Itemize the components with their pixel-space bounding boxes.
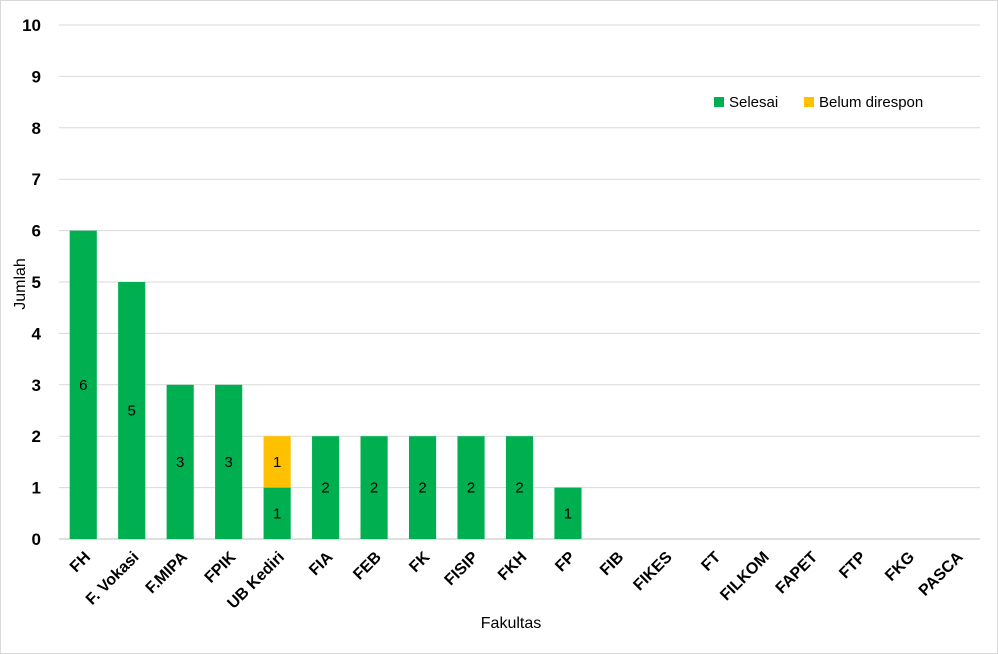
- y-tick-label: 7: [32, 170, 41, 189]
- data-label: 1: [273, 505, 281, 522]
- bars: [69, 230, 582, 539]
- x-axis-title: Fakultas: [481, 615, 541, 632]
- x-tick-label: FKG: [882, 549, 918, 585]
- bar-selesai: [505, 436, 534, 539]
- x-tick-label: PASCA: [916, 548, 967, 599]
- y-axis-ticks: 0 1 2 3 4 5 6 7 8 9 10: [22, 16, 41, 549]
- legend-swatch: [804, 97, 814, 107]
- x-tick-label: FK: [406, 548, 433, 575]
- legend-label: Belum direspon: [819, 94, 923, 111]
- data-label: 2: [467, 480, 475, 497]
- y-tick-label: 10: [22, 16, 41, 35]
- x-tick-label: FKH: [495, 549, 530, 584]
- x-tick-label: FH: [67, 549, 94, 576]
- x-tick-label: FTP: [836, 549, 870, 583]
- y-tick-label: 0: [32, 530, 41, 549]
- x-tick-label: FIB: [597, 549, 627, 579]
- bar-belum-direspon: [263, 436, 291, 488]
- x-tick-label: FIA: [306, 548, 337, 579]
- y-tick-label: 8: [32, 119, 41, 138]
- data-label: 2: [321, 480, 329, 497]
- data-label: 1: [564, 505, 572, 522]
- x-tick-label: FPIK: [202, 548, 240, 586]
- x-tick-label: FP: [552, 549, 579, 576]
- bar-selesai: [360, 436, 388, 539]
- y-tick-label: 4: [32, 324, 42, 343]
- x-tick-label: F. Vokasi: [83, 549, 143, 609]
- data-label: 1: [273, 454, 281, 471]
- grid-lines: [59, 24, 980, 540]
- data-label: 2: [418, 480, 426, 497]
- x-tick-label: FILKOM: [717, 549, 772, 604]
- y-tick-label: 5: [32, 273, 41, 292]
- x-tick-label: FAPET: [773, 549, 822, 598]
- data-label: 6: [79, 377, 87, 394]
- legend-label: Selesai: [729, 94, 778, 111]
- x-tick-label: FEB: [350, 549, 385, 584]
- x-tick-label: F.MIPA: [143, 548, 192, 597]
- legend-swatch: [714, 97, 724, 107]
- data-label: 3: [224, 454, 232, 471]
- y-tick-label: 1: [32, 479, 41, 498]
- bar-selesai: [69, 230, 97, 539]
- bar-selesai: [118, 282, 146, 539]
- y-axis-title: Jumlah: [12, 258, 29, 310]
- bar-selesai: [554, 487, 582, 539]
- y-tick-label: 3: [32, 376, 41, 395]
- bar-selesai: [408, 436, 437, 539]
- x-tick-label: FISIP: [442, 549, 483, 590]
- data-label: 5: [128, 403, 136, 420]
- bar-selesai: [263, 487, 291, 539]
- legend: Selesai Belum direspon: [714, 94, 923, 111]
- data-labels: 6 5 3 3 1 1 2 2 2 2 2 1: [79, 377, 572, 523]
- data-label: 2: [370, 480, 378, 497]
- data-label: 3: [176, 454, 184, 471]
- x-tick-label: FIKES: [630, 549, 676, 595]
- bar-selesai: [215, 384, 243, 539]
- y-tick-label: 2: [32, 427, 41, 446]
- x-tick-label: FT: [698, 549, 724, 575]
- y-tick-label: 6: [32, 222, 41, 241]
- bar-selesai: [457, 436, 485, 539]
- data-label: 2: [515, 480, 523, 497]
- bar-selesai: [312, 436, 340, 539]
- bar-selesai: [166, 384, 194, 539]
- y-tick-label: 9: [32, 67, 41, 86]
